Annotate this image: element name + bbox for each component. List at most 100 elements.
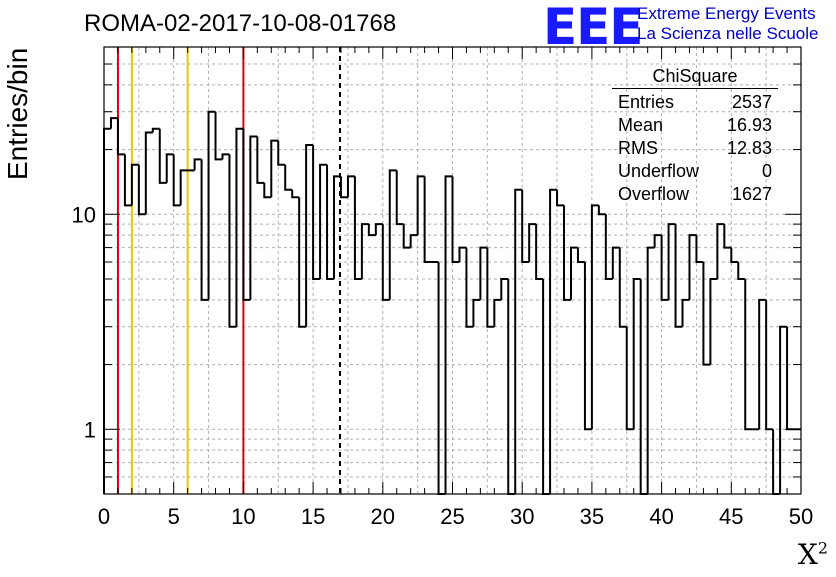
- x-axis-label-superscript: 2: [817, 538, 828, 558]
- histogram-bin: [604, 214, 613, 281]
- stats-value: 0: [761, 161, 772, 181]
- x-tick-label: 45: [719, 504, 743, 529]
- stats-value: 1627: [731, 184, 772, 204]
- x-axis-label-text: X: [797, 538, 818, 571]
- histogram-bin: [346, 175, 355, 198]
- histogram-bin: [277, 140, 286, 166]
- stats-value: 2537: [731, 92, 772, 112]
- stats-value: 16.93: [726, 115, 772, 135]
- histogram-bin: [367, 224, 376, 237]
- histogram-bin: [639, 279, 648, 495]
- x-tick-label: 0: [98, 504, 110, 529]
- stats-label: Underflow: [618, 161, 700, 181]
- logo-line-extreme-energy-events: Extreme Energy Events: [637, 4, 816, 23]
- histogram-bin: [109, 117, 118, 129]
- histogram-bin: [556, 189, 565, 207]
- histogram-bin: [786, 326, 795, 431]
- stats-row-mean: Mean 16.93: [612, 114, 778, 137]
- histogram-bin: [765, 299, 774, 431]
- histogram-bin: [305, 144, 314, 327]
- histogram-bin: [625, 326, 634, 431]
- run-title: ROMA-02-2017-10-08-01768: [84, 10, 397, 37]
- histogram-bin: [200, 159, 209, 301]
- histogram-bin: [221, 153, 230, 160]
- histogram-bin: [611, 246, 620, 280]
- logo-line-la-scienza: La Scienza nelle Scuole: [637, 24, 819, 43]
- histogram-bin: [681, 298, 690, 327]
- histogram-bin: [660, 235, 669, 301]
- histogram-bin: [618, 247, 627, 328]
- histogram-bin: [542, 279, 551, 495]
- histogram-bin: [360, 223, 369, 280]
- x-axis-label: X2: [798, 538, 828, 571]
- histogram-bin: [423, 176, 432, 263]
- histogram-bin: [339, 176, 348, 199]
- histogram-bin: [242, 128, 251, 301]
- x-tick-label: 20: [371, 504, 395, 529]
- y-axis-label: Entries/bin: [2, 47, 33, 180]
- histogram-bin: [416, 175, 425, 236]
- histogram-bin: [688, 234, 697, 300]
- histogram-bin: [737, 261, 746, 281]
- histogram-bin: [123, 154, 132, 207]
- histogram-bin: [228, 154, 237, 328]
- histogram-bin: [723, 224, 732, 249]
- histogram-bin: [284, 164, 293, 191]
- histogram-bin: [333, 175, 341, 280]
- histogram-bin: [374, 223, 383, 236]
- histogram-bin: [193, 158, 202, 171]
- histogram-bin: [702, 261, 711, 366]
- histogram-bin: [563, 205, 571, 301]
- histogram-bin: [172, 154, 181, 207]
- histogram-bin: [214, 111, 223, 161]
- histogram-bin: [437, 261, 446, 495]
- histogram-bin: [151, 127, 160, 133]
- histogram-bin: [326, 164, 335, 281]
- histogram-bin: [409, 234, 418, 248]
- histogram-bin: [479, 246, 488, 300]
- histogram-bin: [472, 298, 481, 327]
- x-tick-label: 35: [580, 504, 604, 529]
- histogram-bin: [514, 188, 523, 494]
- histogram-bin: [263, 182, 272, 199]
- histogram-bin: [116, 118, 125, 156]
- histogram-bin: [137, 164, 146, 216]
- stats-row-overflow: Overflow 1627: [612, 183, 778, 206]
- histogram-bin: [709, 278, 718, 365]
- histogram-bin: [576, 247, 585, 263]
- histogram-bin: [235, 127, 244, 327]
- histogram-bin: [465, 247, 474, 328]
- x-tick-label: 30: [510, 504, 534, 529]
- stats-value: 12.83: [726, 138, 772, 158]
- x-tick-label: 10: [231, 504, 255, 529]
- histogram-bin: [130, 163, 139, 206]
- histogram-bin: [493, 298, 502, 327]
- stats-title: ChiSquare: [612, 66, 778, 89]
- histogram-bin: [549, 188, 558, 494]
- y-tick-label: 10: [72, 202, 96, 227]
- eee-logo: EEE Extreme Energy Events La Scienza nel…: [543, 0, 833, 56]
- histogram-bin: [256, 136, 265, 184]
- histogram-bin: [451, 176, 460, 263]
- histogram-bin: [381, 224, 390, 301]
- histogram-bin: [528, 223, 537, 262]
- histogram-bin: [716, 223, 725, 280]
- histogram-bin: [597, 205, 606, 216]
- histogram-bin: [695, 235, 704, 263]
- stats-label: Entries: [618, 92, 675, 112]
- histogram-bin: [444, 175, 453, 494]
- histogram-bin: [590, 204, 599, 430]
- histogram-bin: [353, 176, 362, 281]
- histogram-bin: [298, 197, 307, 328]
- histogram-bin: [569, 246, 578, 300]
- histogram-bin: [758, 298, 767, 430]
- stats-label: RMS: [618, 138, 658, 158]
- stats-label: Mean: [618, 115, 664, 135]
- histogram-bin: [249, 135, 258, 300]
- histogram-bin: [507, 279, 516, 495]
- histogram-bin: [179, 169, 188, 206]
- histogram-bin: [486, 247, 495, 328]
- x-tick-label: 40: [649, 504, 673, 529]
- histogram-bin: [583, 261, 592, 431]
- histogram-bin: [458, 246, 467, 262]
